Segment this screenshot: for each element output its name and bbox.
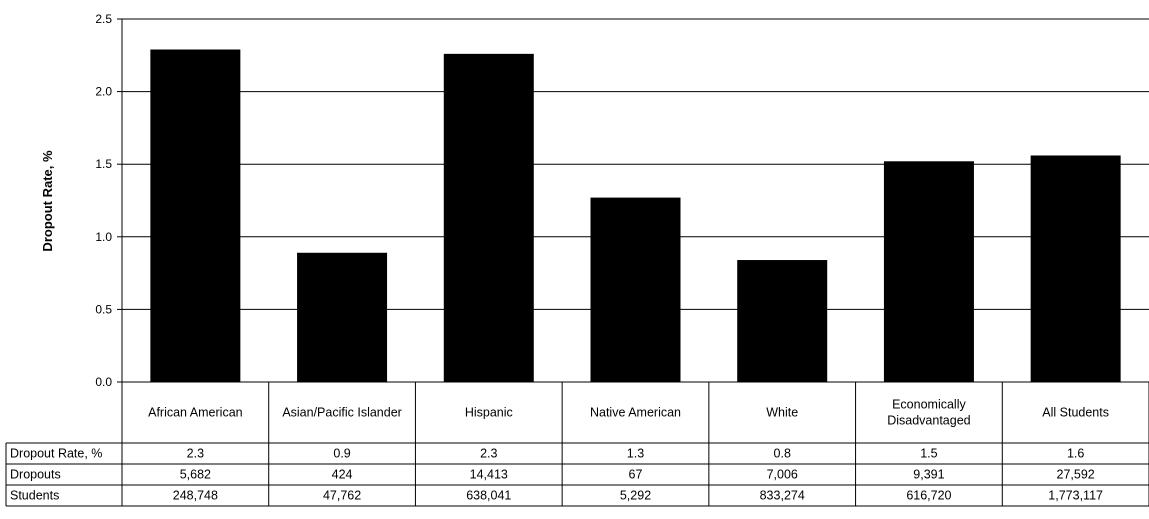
- data-table: African American Asian/Pacific Islander Hi…: [5, 382, 1149, 507]
- table-cell: 0.8: [774, 447, 791, 461]
- y-tick-label: 2.5: [95, 12, 112, 26]
- y-tick-label: 2.0: [95, 85, 112, 99]
- table-cell: 616,720: [906, 489, 951, 503]
- category-label: White: [766, 406, 798, 420]
- table-cell: 1.3: [627, 447, 644, 461]
- table-cell: 1.6: [1067, 447, 1084, 461]
- table-cell: 833,274: [760, 489, 805, 503]
- table-row-label: Dropouts: [10, 468, 61, 482]
- table-row-label: Students: [10, 489, 59, 503]
- y-tick-label: 1.5: [95, 157, 112, 171]
- bar: [737, 260, 828, 382]
- table-cell: 2.3: [187, 447, 204, 461]
- table-cell: 9,391: [913, 468, 944, 482]
- y-tick-label: 1.0: [95, 230, 112, 244]
- table-cell: 14,413: [470, 468, 508, 482]
- bar: [1030, 155, 1121, 382]
- category-label: Asian/Pacific Islander: [282, 406, 402, 420]
- y-axis: 0.0 0.5 1.0 1.5 2.0 2.5: [95, 12, 123, 389]
- table-row-label: Dropout Rate, %: [10, 447, 102, 461]
- table-cell: 1,773,117: [1048, 489, 1103, 503]
- bar: [297, 252, 388, 382]
- bar: [883, 161, 974, 382]
- bars: [150, 49, 1121, 383]
- category-label: Native American: [590, 406, 681, 420]
- table-cell: 7,006: [767, 468, 798, 482]
- table-cell: 27,592: [1057, 468, 1095, 482]
- table-cell: 1.5: [920, 447, 937, 461]
- category-label: African American: [148, 406, 243, 420]
- bar: [590, 197, 681, 382]
- table-cell: 424: [332, 468, 353, 482]
- category-label: Disadvantaged: [887, 414, 970, 428]
- table-cell: 638,041: [466, 489, 511, 503]
- y-axis-label: Dropout Rate, %: [40, 150, 55, 252]
- table-cell: 0.9: [333, 447, 350, 461]
- table-cell: 5,292: [620, 489, 651, 503]
- y-tick-label: 0.0: [95, 375, 112, 389]
- bar: [443, 53, 534, 383]
- category-label: Hispanic: [465, 406, 513, 420]
- table-cell: 47,762: [323, 489, 361, 503]
- table-cell: 2.3: [480, 447, 497, 461]
- y-tick-label: 0.5: [95, 302, 112, 316]
- table-cell: 5,682: [180, 468, 211, 482]
- table-cell: 248,748: [173, 489, 218, 503]
- category-label: All Students: [1042, 406, 1109, 420]
- table-cell: 67: [629, 468, 643, 482]
- bar: [150, 49, 241, 382]
- category-label: Economically: [892, 398, 966, 412]
